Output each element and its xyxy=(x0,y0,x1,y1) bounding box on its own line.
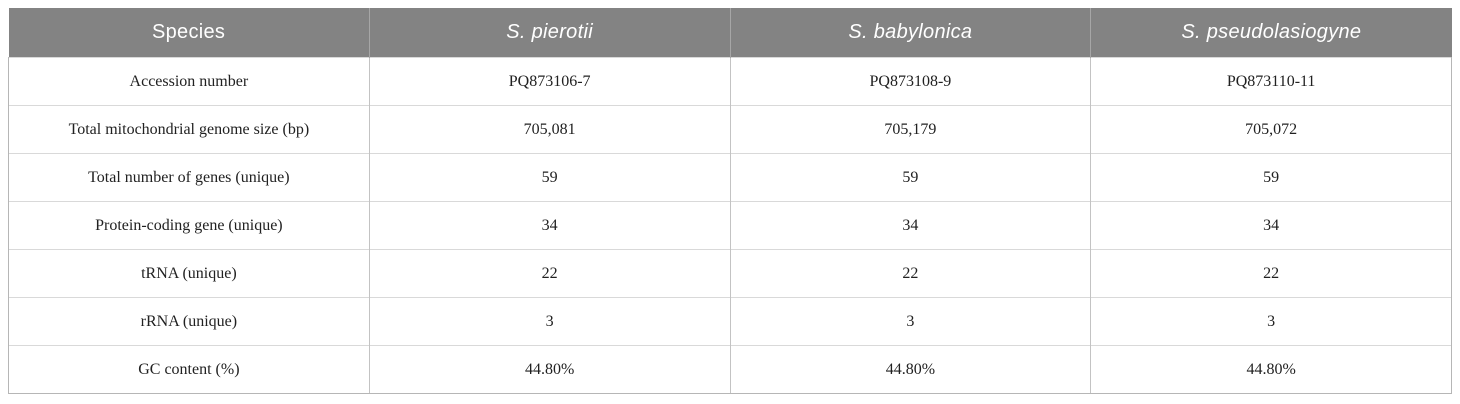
row-label: Protein-coding gene (unique) xyxy=(8,201,370,250)
table-cell: PQ873106-7 xyxy=(368,57,730,106)
table-row: Accession number PQ873106-7 PQ873108-9 PQ87… xyxy=(8,57,1452,106)
table-cell: 705,072 xyxy=(1090,105,1452,154)
table-cell: 3 xyxy=(368,297,730,346)
table-row: tRNA (unique) 22 22 22 xyxy=(8,249,1452,298)
table-cell: 22 xyxy=(1090,249,1452,298)
table-cell: 34 xyxy=(729,201,1091,250)
table-cell: 705,081 xyxy=(368,105,730,154)
row-label: rRNA (unique) xyxy=(8,297,370,346)
table-body: Accession number PQ873106-7 PQ873108-9 PQ87… xyxy=(8,57,1452,394)
row-label: Total number of genes (unique) xyxy=(8,153,370,202)
table-cell: 3 xyxy=(729,297,1091,346)
table-cell: 22 xyxy=(368,249,730,298)
table-cell: 59 xyxy=(368,153,730,202)
table-row: Total mitochondrial genome size (bp) 705,… xyxy=(8,105,1452,154)
table-cell: 44.80% xyxy=(368,345,730,394)
header-row: Species S. pierotii S. babylonica S. pseudo… xyxy=(8,8,1452,58)
table-row: Protein-coding gene (unique) 34 34 34 xyxy=(8,201,1452,250)
row-label: Total mitochondrial genome size (bp) xyxy=(8,105,370,154)
row-label: Accession number xyxy=(8,57,370,106)
table-cell: 59 xyxy=(729,153,1091,202)
table-row: GC content (%) 44.80% 44.80% 44.80% xyxy=(8,345,1452,394)
column-header: S. babylonica xyxy=(729,8,1091,58)
table-cell: 22 xyxy=(729,249,1091,298)
column-header: S. pierotii xyxy=(368,8,730,58)
table-cell: 3 xyxy=(1090,297,1452,346)
table-cell: 59 xyxy=(1090,153,1452,202)
table-cell: 44.80% xyxy=(729,345,1091,394)
table-cell: 34 xyxy=(368,201,730,250)
row-label: tRNA (unique) xyxy=(8,249,370,298)
row-label: GC content (%) xyxy=(8,345,370,394)
column-header-species: Species xyxy=(8,8,370,58)
table-cell: 34 xyxy=(1090,201,1452,250)
table-row: Total number of genes (unique) 59 59 59 xyxy=(8,153,1452,202)
table-cell: PQ873108-9 xyxy=(729,57,1091,106)
column-header: S. pseudolasiogyne xyxy=(1090,8,1452,58)
table-cell: PQ873110-11 xyxy=(1090,57,1452,106)
table-cell: 44.80% xyxy=(1090,345,1452,394)
table-row: rRNA (unique) 3 3 3 xyxy=(8,297,1452,346)
species-comparison-table: Species S. pierotii S. babylonica S. pseudo… xyxy=(8,8,1452,394)
table-cell: 705,179 xyxy=(729,105,1091,154)
